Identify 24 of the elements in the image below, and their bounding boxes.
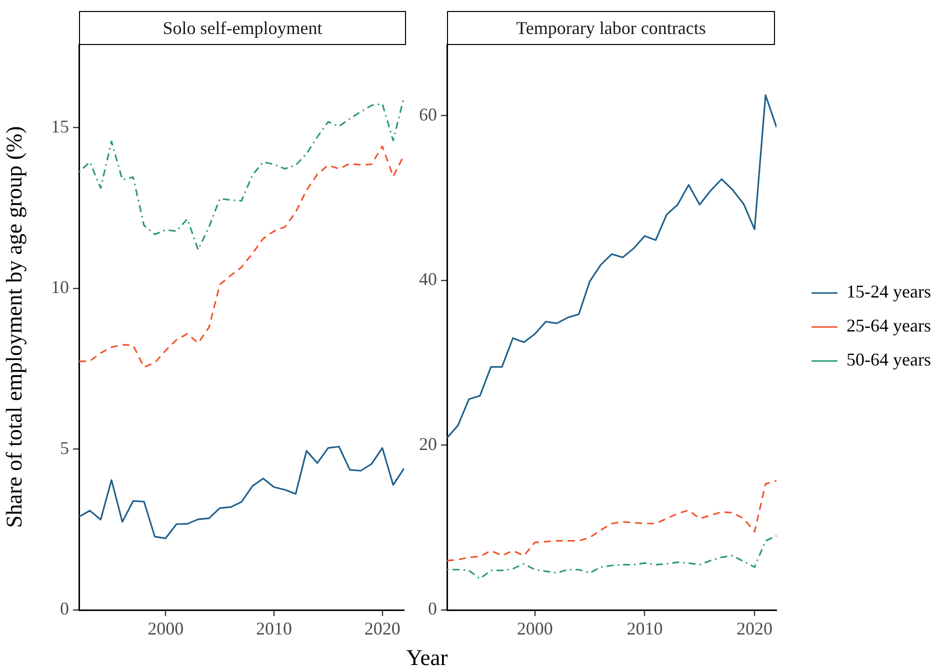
- x-tick-label: 2000: [516, 618, 553, 639]
- y-tick-label: 20: [419, 434, 437, 454]
- y-tick-label: 0: [60, 598, 69, 619]
- line-series: [447, 535, 777, 580]
- x-tick-label: 2010: [626, 618, 663, 639]
- legend-label: 25-64 years: [846, 316, 932, 336]
- y-axis-title: Share of total employment by age group (%): [1, 126, 26, 528]
- legend-label: 50-64 years: [846, 350, 932, 370]
- y-tick-label: 0: [428, 598, 437, 619]
- legend-label: 15-24 years: [846, 282, 932, 302]
- x-tick-label: 2020: [364, 618, 400, 639]
- chart-title: Solo self-employment: [162, 18, 322, 38]
- y-tick-label: 40: [419, 269, 437, 290]
- x-tick-label: 2020: [736, 618, 773, 639]
- x-tick-label: 2000: [148, 618, 184, 639]
- line-series: [79, 145, 404, 368]
- x-axis-title: Year: [406, 645, 448, 670]
- chart-title: Temporary labor contracts: [516, 18, 706, 38]
- y-tick-label: 15: [51, 116, 69, 136]
- x-tick-label: 2010: [256, 618, 292, 639]
- y-tick-label: 60: [419, 104, 437, 124]
- y-tick-label: 5: [60, 438, 69, 458]
- line-series: [447, 480, 777, 562]
- y-tick-label: 10: [51, 277, 69, 298]
